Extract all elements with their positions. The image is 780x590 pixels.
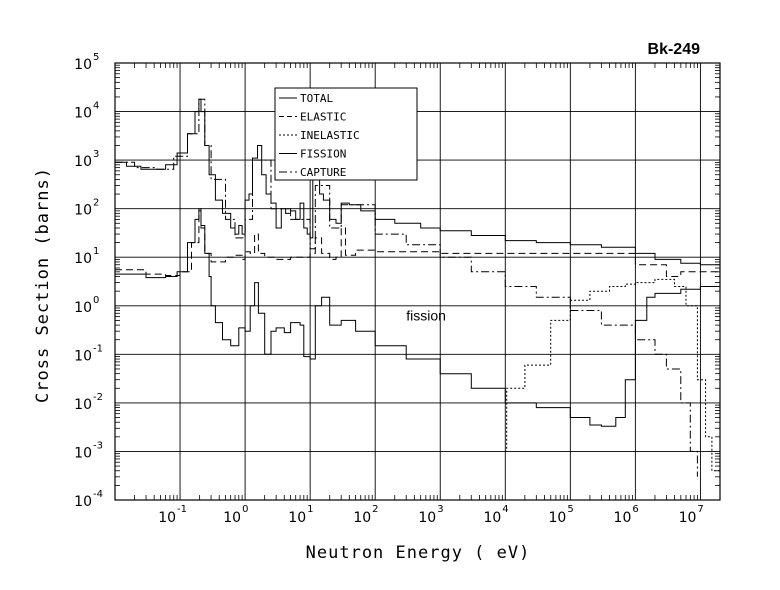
y-tick-label-4: 10 0 xyxy=(74,295,99,316)
x-tick-base: 10 xyxy=(223,510,241,526)
x-tick-base: 10 xyxy=(158,510,176,526)
y-tick-exponent: 4 xyxy=(93,101,99,112)
series-inelastic-line xyxy=(505,278,720,500)
series-fission-line xyxy=(115,210,720,427)
y-tick-exponent: 1 xyxy=(93,246,99,257)
x-axis-title: Neutron Energy ( eV) xyxy=(306,543,531,563)
series-capture-line xyxy=(115,98,698,477)
legend-entries: TOTAL ELASTIC INELASTIC FISSION CAPTURE xyxy=(279,92,360,179)
legend-label: INELASTIC xyxy=(300,129,360,142)
x-tick-exponent: 5 xyxy=(567,504,573,515)
y-axis-title: Cross Section (barns) xyxy=(33,167,53,403)
y-tick-label-3: 10 -1 xyxy=(74,343,103,364)
x-tick-label-7: 106 xyxy=(614,504,639,526)
y-tick-label-8: 10 4 xyxy=(74,101,99,122)
legend-entry-fission: FISSION xyxy=(279,148,346,161)
x-tick-label-6: 105 xyxy=(548,504,573,526)
x-tick-label-4: 103 xyxy=(418,504,443,526)
legend-label: FISSION xyxy=(300,148,346,161)
y-tick-base: 10 xyxy=(74,106,92,122)
y-tick-exponent: 5 xyxy=(93,52,99,63)
legend-label: TOTAL xyxy=(300,92,333,105)
x-tick-label-5: 104 xyxy=(483,504,508,526)
y-tick-label-6: 10 2 xyxy=(74,198,99,219)
chart-title: Bk-249 xyxy=(648,41,701,58)
x-tick-base: 10 xyxy=(353,510,371,526)
y-tick-exponent: 0 xyxy=(93,295,99,306)
x-tick-exponent: 7 xyxy=(697,504,703,515)
y-tick-base: 10 xyxy=(74,494,92,510)
y-tick-base: 10 xyxy=(74,154,92,170)
y-tick-base: 10 xyxy=(74,300,92,316)
plot-area-frame xyxy=(114,62,721,501)
x-tick-exponent: 2 xyxy=(372,504,378,515)
x-tick-exponent: 4 xyxy=(502,504,508,515)
y-tick-exponent: 3 xyxy=(93,149,99,160)
x-tick-exponent: -1 xyxy=(177,504,187,515)
y-tick-base: 10 xyxy=(74,397,92,413)
legend-entry-inelastic: INELASTIC xyxy=(279,129,360,142)
y-tick-base: 10 xyxy=(74,251,92,267)
y-tick-label-7: 10 3 xyxy=(74,149,99,170)
x-tick-label-3: 102 xyxy=(353,504,378,526)
series-elastic-line xyxy=(115,208,720,277)
x-tick-base: 10 xyxy=(548,510,566,526)
x-tick-exponent: 3 xyxy=(437,504,443,515)
legend-label: ELASTIC xyxy=(300,111,346,124)
x-tick-base: 10 xyxy=(679,510,697,526)
y-tick-label-0: 10 -4 xyxy=(74,489,103,510)
legend-entry-elastic: ELASTIC xyxy=(279,111,346,124)
x-tick-base: 10 xyxy=(288,510,306,526)
y-tick-base: 10 xyxy=(74,445,92,461)
legend-label: CAPTURE xyxy=(300,166,346,179)
x-tick-exponent: 1 xyxy=(307,504,313,515)
legend-entry-capture: CAPTURE xyxy=(279,166,346,179)
y-tick-label-9: 10 5 xyxy=(74,52,99,73)
x-tick-base: 10 xyxy=(418,510,436,526)
y-tick-exponent: -1 xyxy=(93,343,103,354)
y-tick-label-1: 10 -3 xyxy=(74,440,103,461)
y-tick-label-2: 10 -2 xyxy=(74,392,103,413)
y-tick-base: 10 xyxy=(74,348,92,364)
y-tick-base: 10 xyxy=(74,57,92,73)
x-tick-label-1: 100 xyxy=(223,504,248,526)
x-tick-label-0: 10-1 xyxy=(158,504,187,526)
data-curves xyxy=(115,98,720,500)
x-tick-label-2: 101 xyxy=(288,504,313,526)
x-tick-label-8: 107 xyxy=(679,504,704,526)
x-tick-exponent: 0 xyxy=(242,504,248,515)
legend-entry-total: TOTAL xyxy=(279,92,333,105)
y-tick-exponent: -2 xyxy=(93,392,103,403)
legend-box xyxy=(274,87,418,181)
x-tick-base: 10 xyxy=(483,510,501,526)
y-tick-label-5: 10 1 xyxy=(74,246,99,267)
y-tick-exponent: 2 xyxy=(93,198,99,209)
y-tick-exponent: -3 xyxy=(93,440,103,451)
x-tick-exponent: 6 xyxy=(632,504,638,515)
y-tick-base: 10 xyxy=(74,203,92,219)
x-tick-base: 10 xyxy=(614,510,632,526)
y-tick-exponent: -4 xyxy=(93,489,103,500)
legend: TOTAL ELASTIC INELASTIC FISSION CAPTURE xyxy=(274,87,418,181)
fission-annotation: fission xyxy=(406,307,446,323)
